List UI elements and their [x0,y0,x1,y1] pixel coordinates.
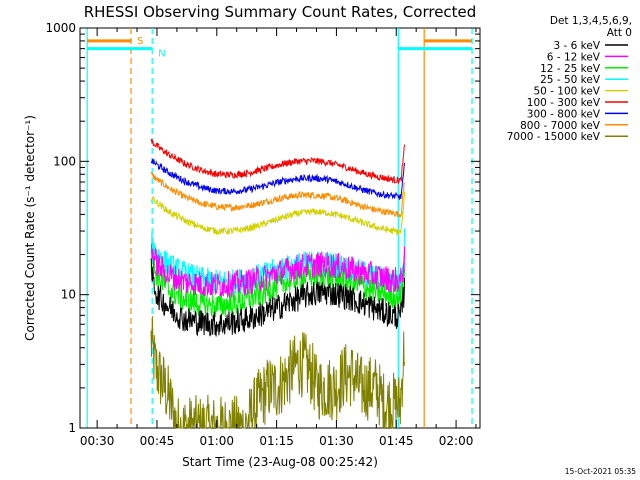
chart-title: RHESSI Observing Summary Count Rates, Co… [84,3,477,21]
legend-entry-label: 300 - 800 keV [527,108,601,120]
x-tick-label: 01:15 [259,434,294,448]
marker-label: S [137,36,143,47]
legend-header-line-2: Att 0 [607,27,632,39]
series-line [150,138,406,185]
plot-area: SN [79,27,481,430]
series-line [150,258,406,337]
legend-entry-label: 3 - 6 keV [553,40,600,52]
x-tick-label: 00:45 [140,434,175,448]
legend-entry-label: 100 - 300 keV [527,97,601,109]
y-axis: 1 10 100 1000 [45,21,480,435]
series-line [150,172,406,218]
series-line [150,257,406,318]
y-axis-label: Corrected Count Rate (s⁻¹ detector⁻¹) [23,115,37,341]
x-axis: 00:30 00:45 01:00 01:15 01:30 01:45 02:00 [80,28,477,448]
series-line [150,191,406,236]
y-tick-label: 10 [61,288,76,302]
annotations: SN [86,28,473,428]
y-tick-label: 100 [53,154,76,168]
legend-entry-label: 50 - 100 keV [533,86,600,98]
series-layer [150,138,406,430]
plot-frame [79,27,481,429]
x-tick-label: 01:45 [379,434,414,448]
marker-label: N [158,49,165,60]
legend-entry-label: 800 - 7000 keV [520,120,601,132]
legend-entry-label: 25 - 50 keV [540,74,601,86]
series-line [150,244,406,298]
y-tick-label: 1000 [45,21,76,35]
series-line [150,316,406,430]
x-tick-label: 01:30 [319,434,354,448]
x-tick-label: 02:00 [439,434,474,448]
y-tick-label: 1 [68,421,76,435]
x-tick-label: 01:00 [199,434,234,448]
legend-entry-label: 6 - 12 keV [547,51,601,63]
series-line [150,158,406,200]
legend-entry-label: 12 - 25 keV [540,63,601,75]
legend-header-line-1: Det 1,3,4,5,6,9, [550,15,632,27]
legend-entry-label: 7000 - 15000 keV [507,131,601,143]
footer-date: 15-Oct-2021 05:35 [565,467,636,476]
x-axis-label: Start Time (23-Aug-08 00:25:42) [182,455,378,469]
x-tick-label: 00:30 [80,434,115,448]
